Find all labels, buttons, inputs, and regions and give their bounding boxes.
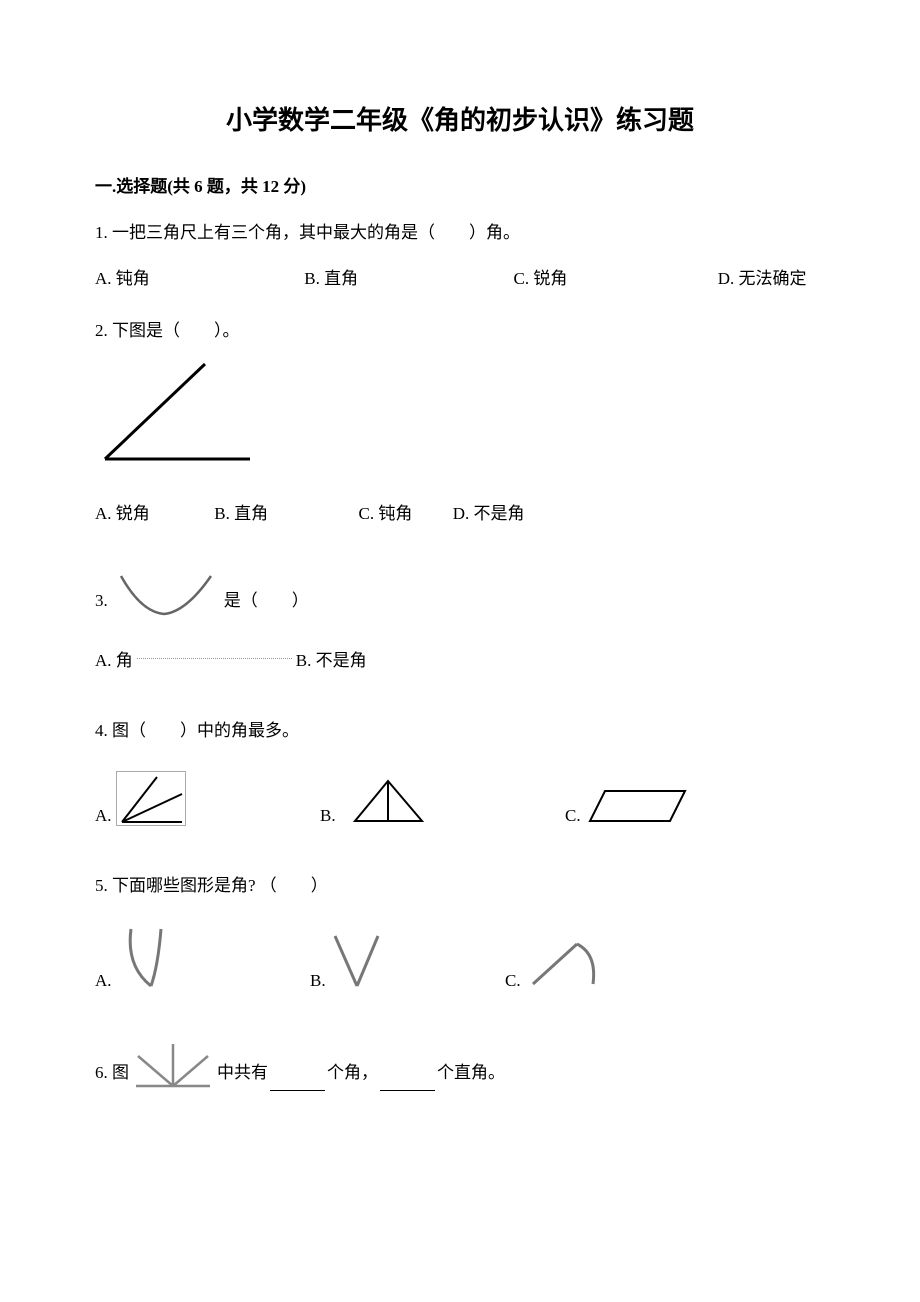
angle-with-ray-icon	[116, 771, 186, 826]
v-shape-icon	[116, 574, 216, 616]
q4-opt-c: C.	[565, 806, 581, 826]
blank-2[interactable]	[380, 1074, 435, 1091]
q2-opt-b: B. 直角	[214, 499, 354, 524]
q1-text: 1. 一把三角尺上有三个角，其中最大的角是（ ）角。	[95, 219, 825, 246]
dotted-line	[137, 658, 292, 659]
arc-line-icon	[525, 936, 605, 991]
q6-p1: 6. 图	[95, 1058, 129, 1091]
q6-p4: 个直角。	[437, 1058, 505, 1091]
q5-options: A. B. C.	[95, 926, 825, 991]
v-angle-icon	[330, 931, 385, 991]
q1-opt-c: C. 锐角	[514, 264, 714, 289]
q3-row: 3. 是（ ）	[95, 574, 825, 621]
q3-opt-a: A. 角	[95, 646, 133, 671]
q4-options: A. B. C.	[95, 771, 825, 826]
q2-figure	[95, 359, 825, 474]
page-title: 小学数学二年级《角的初步认识》练习题	[95, 100, 825, 137]
angle-figure-icon	[95, 359, 255, 469]
q2-opt-c: C. 钝角	[359, 499, 449, 524]
q2-text: 2. 下图是（ ）。	[95, 317, 825, 344]
q2-opt-a: A. 锐角	[95, 499, 210, 524]
q5-opt-b: B.	[310, 971, 326, 991]
q3-opt-b: B. 不是角	[296, 646, 367, 671]
q4-text: 4. 图（ ）中的角最多。	[95, 716, 825, 741]
q5-opt-c: C.	[505, 971, 521, 991]
q1-opt-b: B. 直角	[304, 264, 509, 289]
q6-p3: 个角，	[327, 1058, 378, 1091]
q3-num: 3.	[95, 591, 108, 621]
q2-opt-d: D. 不是角	[453, 504, 525, 523]
q5-text: 5. 下面哪些图形是角? （ ）	[95, 871, 825, 896]
triangle-with-line-icon	[340, 776, 435, 826]
q3-options: A. 角 B. 不是角	[95, 646, 825, 671]
q1-opt-d: D. 无法确定	[718, 264, 807, 289]
section-header: 一.选择题(共 6 题，共 12 分)	[95, 172, 825, 197]
q1-options: A. 钝角 B. 直角 C. 锐角 D. 无法确定	[95, 264, 825, 289]
q1-opt-a: A. 钝角	[95, 264, 300, 289]
curved-lines-icon	[116, 926, 174, 991]
q3-figure	[116, 574, 216, 621]
q4-opt-b: B.	[320, 806, 336, 826]
q4-opt-a: A.	[95, 806, 112, 826]
blank-1[interactable]	[270, 1074, 325, 1091]
q3-rest: 是（ ）	[224, 586, 309, 621]
q6-row: 6. 图 中共有 个角， 个直角。	[95, 1041, 825, 1091]
q6-p2: 中共有	[217, 1058, 268, 1091]
parallelogram-icon	[585, 786, 690, 826]
q2-options: A. 锐角 B. 直角 C. 钝角 D. 不是角	[95, 499, 825, 524]
q5-opt-a: A.	[95, 971, 112, 991]
fan-angles-icon	[133, 1041, 213, 1091]
